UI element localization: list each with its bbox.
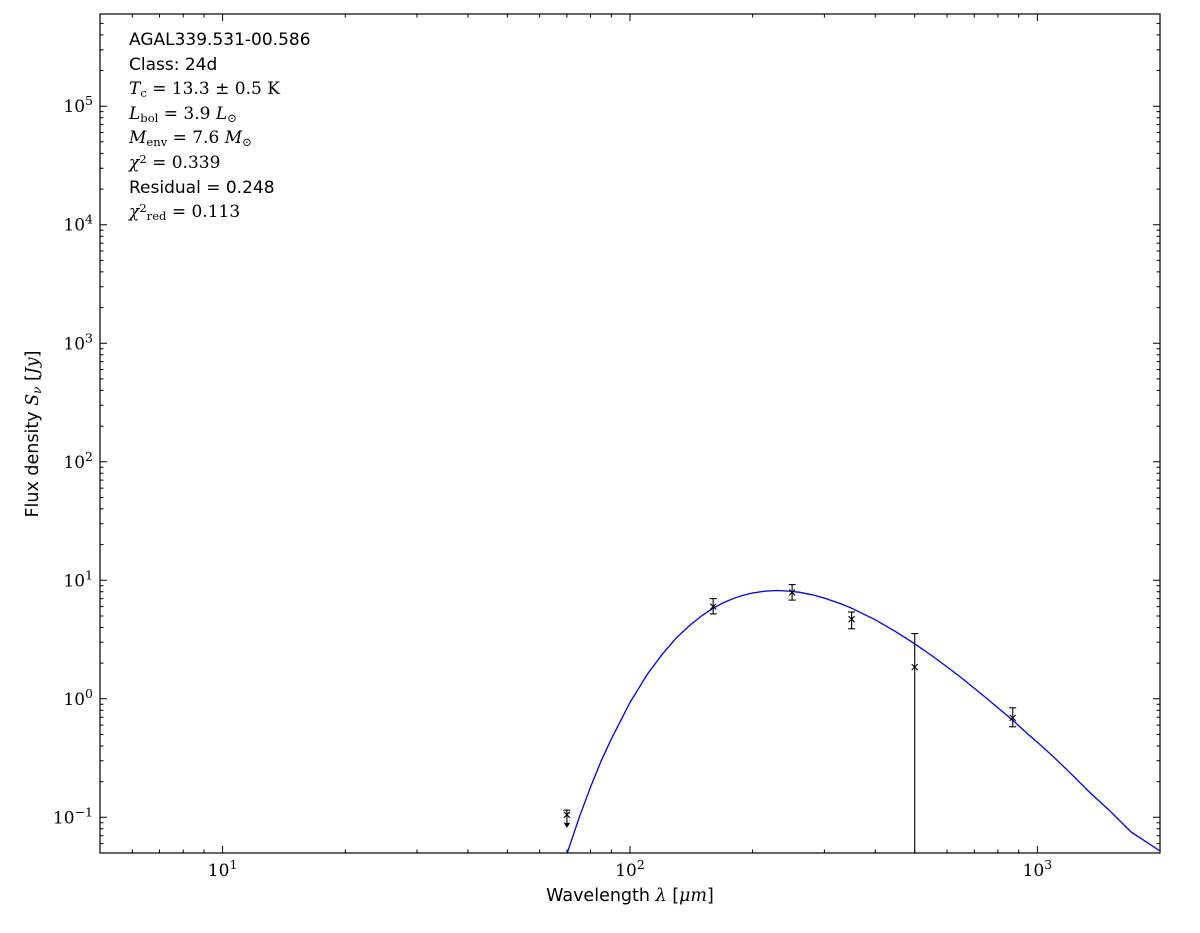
x-tick-label: 101	[208, 857, 238, 881]
fit-curve	[566, 589, 1160, 853]
y-tick-label: 102	[63, 449, 93, 473]
x-marker	[848, 615, 855, 623]
y-tick-label: 104	[63, 212, 93, 236]
annotation-line-6: χ2 = 0.339	[129, 151, 221, 173]
y-tick-label: 10−1	[53, 804, 93, 828]
data-point	[709, 598, 717, 615]
annotation-line-4: Lbol = 3.9 L⊙	[129, 103, 237, 125]
data-point	[563, 809, 571, 828]
data-point	[788, 584, 796, 601]
x-marker	[788, 589, 796, 596]
annotation-block: AGAL339.531-00.586 Class: 24d Tc = 13.3 ± …	[129, 28, 311, 225]
x-tick-label: 103	[1023, 857, 1053, 881]
x-marker	[709, 603, 717, 610]
data-point	[1009, 707, 1017, 728]
annotation-line-1: AGAL339.531-00.586	[129, 30, 311, 50]
annotation-line-7: Residual = 0.248	[129, 177, 275, 198]
annotation-line-3: Tc = 13.3 ± 0.5 K	[129, 79, 280, 100]
x-tick-label: 102	[615, 857, 645, 881]
data-point	[848, 611, 856, 630]
y-tick-label: 100	[63, 686, 93, 710]
x-marker	[563, 811, 571, 819]
annotation-line-5: Menv = 7.6 M⊙	[129, 128, 252, 150]
y-tick-label: 105	[63, 93, 93, 117]
annotation-line-8: χ2red = 0.113	[129, 200, 241, 223]
y-tick-label: 103	[63, 330, 93, 354]
annotation-line-2: Class: 24d	[129, 54, 218, 75]
data-point	[911, 633, 919, 853]
x-axis-label: Wavelength λ [μm]	[546, 886, 714, 906]
upper-limit-arrow	[563, 822, 571, 828]
axis-ticks	[99, 13, 1161, 854]
y-tick-label: 101	[63, 567, 93, 591]
x-marker	[1009, 714, 1017, 722]
y-axis-label: Flux density Sν [Jy]	[23, 350, 44, 518]
x-marker	[911, 663, 919, 671]
